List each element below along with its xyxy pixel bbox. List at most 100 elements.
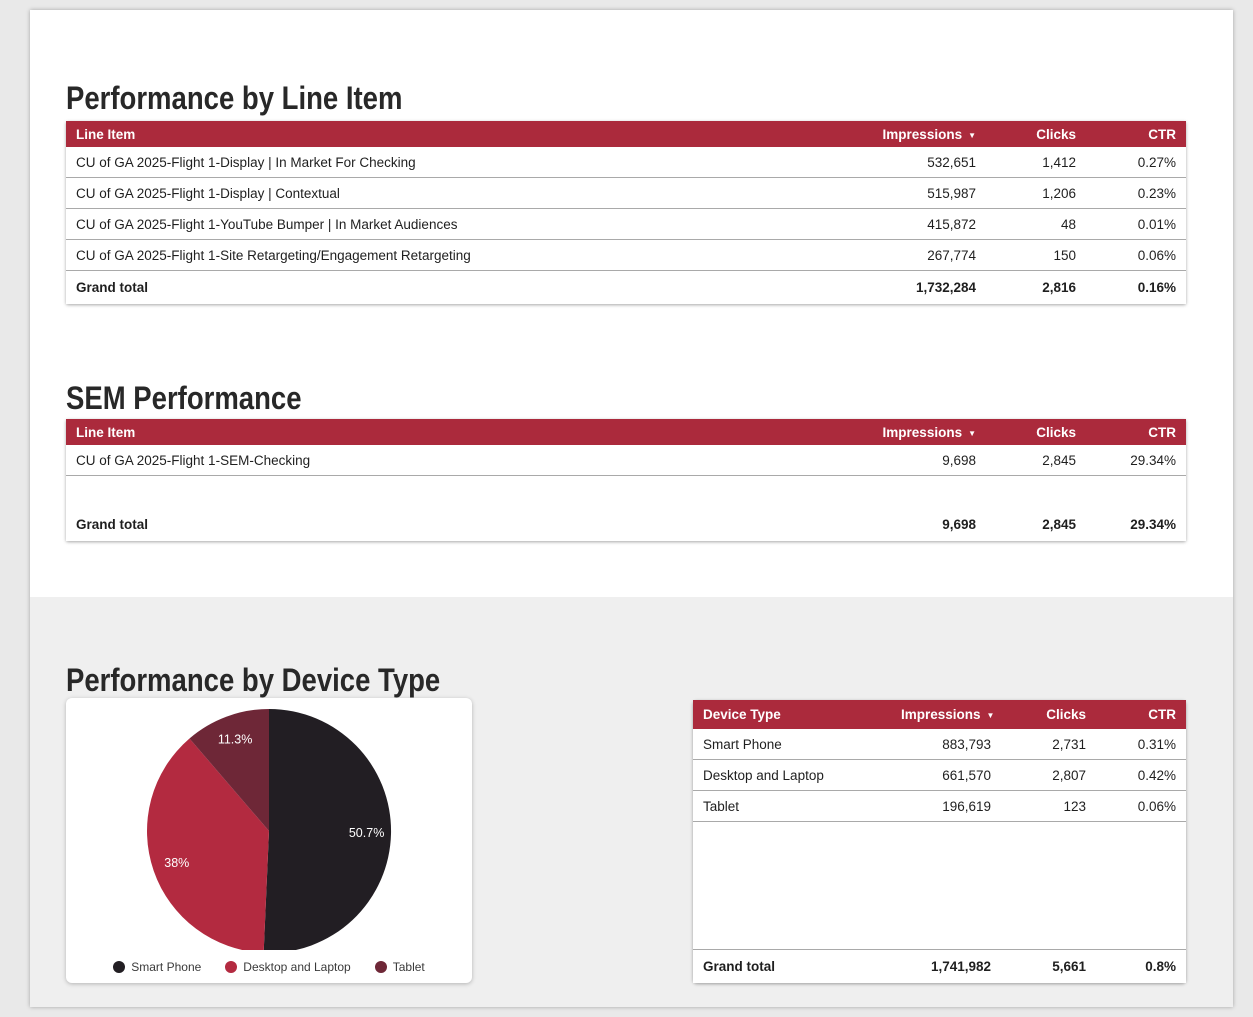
ctr-value: 0.23% bbox=[1137, 185, 1176, 201]
table-row[interactable]: CU of GA 2025-Flight 1-Display | Context… bbox=[66, 178, 1186, 209]
grand-total-row: Grand total 9,698 2,845 29.34% bbox=[66, 508, 1186, 541]
legend-item-desktop-and-laptop[interactable]: Desktop and Laptop bbox=[225, 960, 351, 974]
col-header-impressions[interactable]: Impressions ▼ bbox=[806, 127, 986, 142]
grand-total-clicks: 5,661 bbox=[1052, 959, 1086, 974]
table-row[interactable]: Desktop and Laptop 661,570 2,807 0.42% bbox=[693, 760, 1186, 791]
clicks-value: 2,845 bbox=[1042, 452, 1076, 468]
pie-slice-label: 50.7% bbox=[349, 826, 384, 840]
pie-slice-tablet[interactable] bbox=[189, 709, 269, 831]
section-title-line-item: Performance by Line Item bbox=[66, 80, 403, 117]
section-title-sem: SEM Performance bbox=[66, 380, 302, 417]
col-header-clicks[interactable]: Clicks bbox=[1046, 707, 1086, 722]
table-row[interactable]: CU of GA 2025-Flight 1-SEM-Checking 9,69… bbox=[66, 445, 1186, 476]
report-page: Performance by Line Item Line Item Impre… bbox=[30, 10, 1233, 1007]
grand-total-label: Grand total bbox=[703, 959, 776, 974]
pie-slice-label: 11.3% bbox=[218, 733, 253, 747]
pie-slice-desktop-and-laptop[interactable] bbox=[147, 738, 269, 950]
col-header-impressions[interactable]: Impressions ▼ bbox=[891, 707, 1001, 722]
table-header-row: Line Item Impressions ▼ Clicks CTR bbox=[66, 121, 1186, 147]
sort-desc-icon: ▼ bbox=[986, 711, 995, 720]
grand-total-clicks: 2,816 bbox=[1042, 280, 1076, 295]
device-type-name: Tablet bbox=[703, 798, 740, 814]
grand-total-label: Grand total bbox=[76, 517, 149, 532]
device-pie-chart-card: 50.7% 38% 11.3% Smart Phone Desktop and Lap… bbox=[66, 698, 472, 983]
line-item-name: CU of GA 2025-Flight 1-YouTube Bumper | … bbox=[76, 216, 458, 232]
clicks-value: 48 bbox=[1060, 216, 1076, 232]
clicks-value: 2,807 bbox=[1052, 767, 1086, 783]
ctr-value: 0.06% bbox=[1137, 798, 1176, 814]
clicks-value: 1,412 bbox=[1042, 154, 1076, 170]
grand-total-impressions: 1,741,982 bbox=[930, 959, 991, 974]
legend-dot-icon bbox=[225, 961, 238, 973]
pie-legend: Smart Phone Desktop and Laptop Tablet bbox=[66, 960, 472, 974]
col-header-ctr[interactable]: CTR bbox=[1148, 424, 1176, 440]
legend-label: Desktop and Laptop bbox=[243, 960, 351, 974]
clicks-value: 2,731 bbox=[1052, 736, 1086, 752]
ctr-value: 0.42% bbox=[1137, 767, 1176, 783]
ctr-value: 0.01% bbox=[1137, 216, 1176, 232]
table-row[interactable]: Smart Phone 883,793 2,731 0.31% bbox=[693, 729, 1186, 760]
impressions-value: 661,570 bbox=[942, 767, 991, 783]
line-item-table: Line Item Impressions ▼ Clicks CTR CU of … bbox=[66, 121, 1186, 304]
col-header-impressions[interactable]: Impressions ▼ bbox=[806, 425, 986, 440]
impressions-value: 515,987 bbox=[927, 185, 976, 201]
sort-desc-icon: ▼ bbox=[968, 130, 976, 140]
impressions-value: 532,651 bbox=[927, 154, 976, 170]
pie-slice-label: 38% bbox=[164, 856, 189, 870]
legend-label: Tablet bbox=[392, 960, 425, 974]
col-header-ctr[interactable]: CTR bbox=[1148, 126, 1176, 142]
grand-total-ctr: 0.8% bbox=[1145, 959, 1176, 974]
grand-total-ctr: 0.16% bbox=[1137, 280, 1176, 295]
table-row[interactable]: CU of GA 2025-Flight 1-Site Retargeting/… bbox=[66, 240, 1186, 271]
impressions-value: 9,698 bbox=[942, 452, 976, 468]
grand-total-row: Grand total 1,732,284 2,816 0.16% bbox=[66, 271, 1186, 304]
col-header-ctr[interactable]: CTR bbox=[1148, 707, 1176, 722]
col-header-impressions-label: Impressions bbox=[882, 424, 963, 440]
col-header-clicks[interactable]: Clicks bbox=[1036, 126, 1076, 142]
ctr-value: 0.27% bbox=[1137, 154, 1176, 170]
sort-desc-icon: ▼ bbox=[968, 428, 976, 438]
grand-total-impressions: 9,698 bbox=[942, 517, 976, 532]
device-type-name: Smart Phone bbox=[703, 736, 782, 752]
impressions-value: 415,872 bbox=[927, 216, 976, 232]
clicks-value: 150 bbox=[1053, 247, 1076, 263]
legend-dot-icon bbox=[374, 961, 387, 973]
grand-total-clicks: 2,845 bbox=[1042, 517, 1076, 532]
device-table: Device Type Impressions ▼ Clicks CTR Smar… bbox=[693, 700, 1186, 983]
device-type-name: Desktop and Laptop bbox=[703, 767, 824, 783]
grand-total-label: Grand total bbox=[76, 280, 149, 295]
pie-slice-smart-phone[interactable] bbox=[263, 709, 392, 950]
section-title-device-type: Performance by Device Type bbox=[66, 662, 441, 699]
col-header-impressions-label: Impressions bbox=[882, 126, 963, 142]
table-header-row: Line Item Impressions ▼ Clicks CTR bbox=[66, 419, 1186, 445]
legend-item-smart-phone[interactable]: Smart Phone bbox=[113, 960, 201, 974]
grand-total-ctr: 29.34% bbox=[1130, 517, 1176, 532]
clicks-value: 123 bbox=[1063, 798, 1086, 814]
col-header-line-item[interactable]: Line Item bbox=[76, 424, 136, 440]
col-header-impressions-label: Impressions bbox=[901, 707, 981, 722]
clicks-value: 1,206 bbox=[1042, 185, 1076, 201]
legend-item-tablet[interactable]: Tablet bbox=[374, 960, 425, 974]
line-item-name: CU of GA 2025-Flight 1-Site Retargeting/… bbox=[76, 247, 471, 263]
col-header-device-type[interactable]: Device Type bbox=[703, 707, 781, 722]
table-filler bbox=[66, 476, 1186, 508]
grand-total-row: Grand total 1,741,982 5,661 0.8% bbox=[693, 949, 1186, 983]
table-row[interactable]: CU of GA 2025-Flight 1-Display | In Mark… bbox=[66, 147, 1186, 178]
table-row[interactable]: CU of GA 2025-Flight 1-YouTube Bumper | … bbox=[66, 209, 1186, 240]
line-item-name: CU of GA 2025-Flight 1-Display | Context… bbox=[76, 185, 340, 201]
impressions-value: 196,619 bbox=[942, 798, 991, 814]
col-header-line-item[interactable]: Line Item bbox=[76, 126, 136, 142]
col-header-clicks[interactable]: Clicks bbox=[1036, 424, 1076, 440]
table-header-row: Device Type Impressions ▼ Clicks CTR bbox=[693, 700, 1186, 729]
grand-total-impressions: 1,732,284 bbox=[915, 280, 976, 295]
legend-dot-icon bbox=[113, 961, 126, 973]
legend-label: Smart Phone bbox=[131, 960, 202, 974]
ctr-value: 0.31% bbox=[1137, 736, 1176, 752]
sem-table: Line Item Impressions ▼ Clicks CTR CU of … bbox=[66, 419, 1186, 541]
table-filler bbox=[693, 822, 1186, 949]
impressions-value: 883,793 bbox=[942, 736, 991, 752]
line-item-name: CU of GA 2025-Flight 1-Display | In Mark… bbox=[76, 154, 416, 170]
impressions-value: 267,774 bbox=[927, 247, 976, 263]
table-row[interactable]: Tablet 196,619 123 0.06% bbox=[693, 791, 1186, 822]
ctr-value: 29.34% bbox=[1130, 452, 1176, 468]
